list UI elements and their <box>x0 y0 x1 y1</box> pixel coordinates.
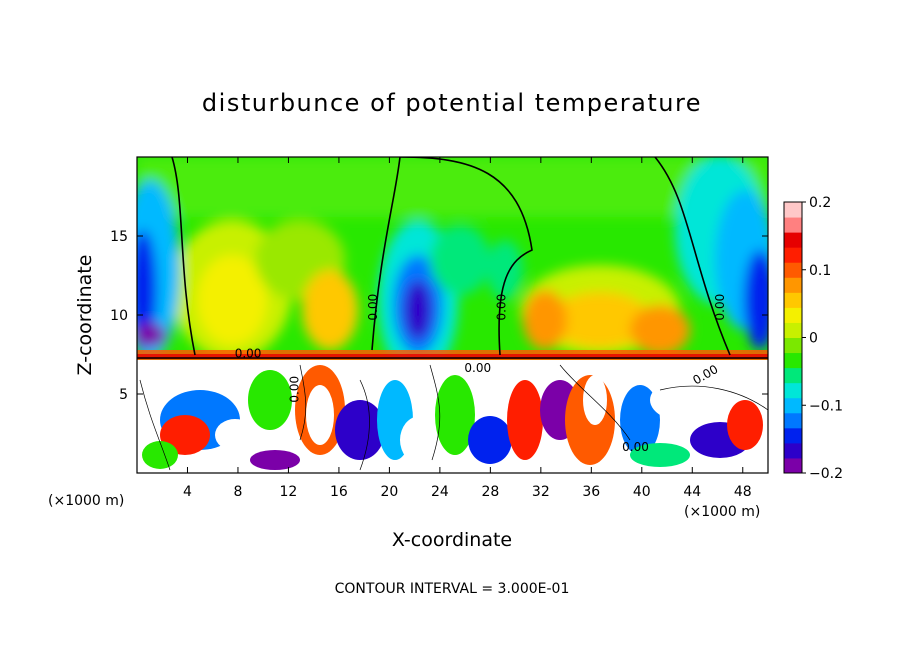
colorbar-swatch <box>784 337 802 354</box>
y-tick-label: 5 <box>119 387 128 403</box>
colorbar-swatch <box>784 382 802 399</box>
colorbar-swatch <box>784 352 802 369</box>
x-tick-label: 4 <box>183 484 192 500</box>
colorbar-swatch <box>784 397 802 414</box>
x-axis: 4 8 12 16 20 24 28 32 36 40 44 48 <box>183 157 752 500</box>
y-axis: 5 10 15 <box>110 229 768 403</box>
colorbar-swatch <box>784 292 802 308</box>
colorbar-swatch <box>784 427 802 444</box>
colorbar-tick-label: 0.1 <box>809 263 831 279</box>
contour-label: 0.00 <box>288 376 302 403</box>
colorbar-swatch <box>784 277 802 293</box>
colorbar-swatch <box>784 202 802 218</box>
x-unit-left: (×1000 m) <box>48 493 124 509</box>
x-tick-label: 8 <box>233 484 242 500</box>
colorbar-swatch <box>784 412 802 429</box>
colorbar-swatch <box>784 367 802 384</box>
heatmap-field <box>137 157 768 473</box>
x-tick-label: 16 <box>330 484 348 500</box>
y-axis-label: Z-coordinate <box>74 255 96 376</box>
colorbar-swatch <box>784 457 802 474</box>
x-tick-label: 44 <box>683 484 701 500</box>
colorbar-tick-label: 0 <box>809 331 818 347</box>
y-tick-label: 10 <box>110 308 128 324</box>
contour-label: 0.00 <box>366 294 380 321</box>
colorbar-swatch <box>784 247 802 263</box>
colorbar-tick-label: −0.2 <box>809 466 843 482</box>
x-tick-label: 28 <box>481 484 499 500</box>
x-unit-right: (×1000 m) <box>684 504 760 520</box>
x-tick-label: 12 <box>280 484 298 500</box>
contour-label: 0.00 <box>713 294 727 321</box>
x-tick-label: 32 <box>532 484 550 500</box>
colorbar: 0.2 0.1 0 −0.1 −0.2 <box>783 195 843 482</box>
x-axis-label: X-coordinate <box>392 529 512 551</box>
colorbar-tick-label: −0.1 <box>809 398 843 414</box>
x-tick-label: 36 <box>582 484 600 500</box>
colorbar-swatch <box>784 217 802 233</box>
x-tick-label: 20 <box>380 484 398 500</box>
contour-label: 0.00 <box>464 361 491 375</box>
y-tick-label: 15 <box>110 229 128 245</box>
contour-label: 0.00 <box>235 347 262 361</box>
contour-label: 0.00 <box>622 440 649 454</box>
x-tick-label: 48 <box>734 484 752 500</box>
colorbar-tick-label: 0.2 <box>809 195 831 211</box>
colorbar-swatch <box>784 322 802 338</box>
colorbar-swatch <box>784 262 802 278</box>
colorbar-swatch <box>784 232 802 248</box>
x-tick-label: 40 <box>633 484 651 500</box>
contour-interval-note: CONTOUR INTERVAL = 3.000E-01 <box>335 581 570 597</box>
colorbar-swatch <box>784 307 802 323</box>
chart-title: disturbunce of potential temperature <box>202 89 702 117</box>
contour-label: 0.00 <box>495 294 509 321</box>
colorbar-swatch <box>784 442 802 459</box>
x-tick-label: 24 <box>431 484 449 500</box>
